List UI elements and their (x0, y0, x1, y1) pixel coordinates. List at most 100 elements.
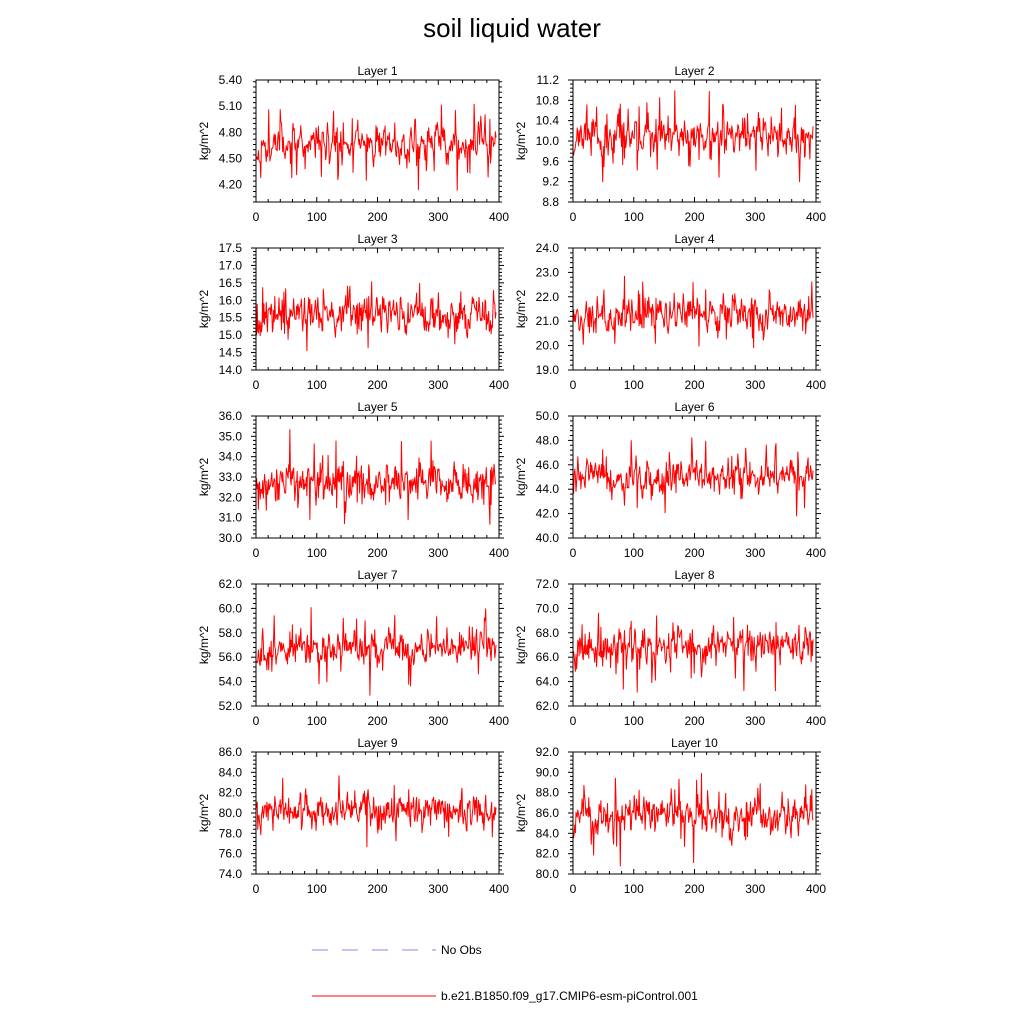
y-tick-label: 16.5 (219, 276, 243, 290)
panel-title: Layer 4 (674, 232, 714, 246)
series-line (256, 429, 497, 525)
y-tick-label: 88.0 (536, 786, 560, 800)
y-axis-label: kg/m^2 (197, 122, 211, 161)
y-tick-label: 10.8 (536, 93, 560, 107)
x-tick-label: 300 (745, 210, 765, 224)
x-tick-label: 300 (428, 210, 448, 224)
y-tick-label: 33.0 (219, 470, 243, 484)
y-tick-label: 20.0 (536, 339, 560, 353)
x-tick-label: 400 (806, 546, 826, 560)
x-tick-label: 400 (806, 210, 826, 224)
x-tick-label: 0 (570, 378, 577, 392)
panel-title: Layer 9 (357, 736, 397, 750)
y-tick-label: 31.0 (219, 511, 243, 525)
y-tick-label: 74.0 (219, 867, 243, 881)
chart-panel-5: Layer 5 kg/m^2 0 100 200 300 400 30.0 31.0 32.0 33… (197, 400, 509, 560)
y-tick-label: 56.0 (219, 650, 243, 664)
x-tick-label: 0 (253, 210, 260, 224)
y-tick-label: 36.0 (219, 409, 243, 423)
y-tick-label: 92.0 (536, 745, 560, 759)
y-tick-label: 84.0 (219, 765, 243, 779)
series-line (573, 612, 814, 693)
y-tick-label: 80.0 (219, 806, 243, 820)
y-tick-label: 23.0 (536, 265, 560, 279)
x-tick-label: 400 (489, 882, 509, 896)
y-axis-label: kg/m^2 (514, 458, 528, 497)
y-tick-label: 17.0 (219, 258, 243, 272)
y-axis-label: kg/m^2 (197, 290, 211, 329)
chart-panel-7: Layer 7 kg/m^2 0 100 200 300 400 52.0 54.0 56.0 58… (197, 568, 509, 728)
y-tick-label: 5.10 (219, 99, 243, 113)
y-tick-label: 60.0 (219, 601, 243, 615)
x-tick-label: 300 (428, 546, 448, 560)
y-axis-label: kg/m^2 (197, 458, 211, 497)
x-tick-label: 100 (307, 882, 327, 896)
panel-title: Layer 2 (674, 64, 714, 78)
y-tick-label: 30.0 (219, 531, 243, 545)
y-tick-label: 86.0 (536, 806, 560, 820)
series-line (256, 607, 497, 696)
panel-title: Layer 1 (357, 64, 397, 78)
y-tick-label: 5.40 (219, 73, 243, 87)
panel-title: Layer 10 (671, 736, 718, 750)
y-tick-label: 8.8 (542, 195, 559, 209)
x-tick-label: 200 (367, 882, 387, 896)
x-tick-label: 0 (253, 714, 260, 728)
series-line (573, 773, 814, 867)
y-tick-label: 17.5 (219, 241, 243, 255)
chart-panel-6: Layer 6 kg/m^2 0 100 200 300 400 40.0 42.0 44.0 46… (514, 400, 826, 560)
x-tick-label: 200 (367, 714, 387, 728)
panel-title: Layer 7 (357, 568, 397, 582)
y-tick-label: 64.0 (536, 675, 560, 689)
x-tick-label: 0 (253, 882, 260, 896)
y-tick-label: 4.50 (219, 151, 243, 165)
y-tick-label: 86.0 (219, 745, 243, 759)
x-tick-label: 0 (253, 546, 260, 560)
y-tick-label: 70.0 (536, 601, 560, 615)
x-tick-label: 300 (745, 882, 765, 896)
x-tick-label: 300 (428, 882, 448, 896)
y-axis-label: kg/m^2 (197, 626, 211, 665)
legend-label-no-obs: No Obs (441, 943, 482, 957)
series-line (573, 90, 814, 183)
x-tick-label: 300 (745, 546, 765, 560)
y-tick-label: 78.0 (219, 826, 243, 840)
x-tick-label: 200 (684, 546, 704, 560)
y-tick-label: 22.0 (536, 290, 560, 304)
plot-frame (572, 583, 817, 707)
y-tick-label: 82.0 (536, 847, 560, 861)
x-tick-label: 300 (428, 714, 448, 728)
chart-panel-1: Layer 1 kg/m^2 0 100 200 300 400 4.20 4.50 4.80 5.… (197, 64, 509, 224)
panel-title: Layer 5 (357, 400, 397, 414)
y-tick-label: 68.0 (536, 626, 560, 640)
y-tick-label: 19.0 (536, 363, 560, 377)
x-tick-label: 100 (624, 546, 644, 560)
x-tick-label: 0 (570, 882, 577, 896)
x-tick-label: 100 (307, 210, 327, 224)
series-line (573, 437, 814, 517)
x-tick-label: 0 (570, 714, 577, 728)
x-tick-label: 400 (489, 378, 509, 392)
y-tick-label: 15.5 (219, 311, 243, 325)
y-axis-label: kg/m^2 (514, 626, 528, 665)
chart-panel-9: Layer 9 kg/m^2 0 100 200 300 400 74.0 76.0 78.0 80… (197, 736, 509, 896)
x-tick-label: 300 (745, 378, 765, 392)
y-tick-label: 90.0 (536, 765, 560, 779)
x-tick-label: 200 (367, 378, 387, 392)
x-tick-label: 400 (806, 714, 826, 728)
y-tick-label: 46.0 (536, 458, 560, 472)
x-tick-label: 200 (367, 546, 387, 560)
page-title: soil liquid water (423, 13, 601, 43)
y-tick-label: 11.2 (537, 73, 560, 87)
y-tick-label: 52.0 (219, 699, 243, 713)
x-tick-label: 200 (684, 882, 704, 896)
y-tick-label: 15.0 (219, 328, 243, 342)
x-tick-label: 100 (624, 882, 644, 896)
y-tick-label: 54.0 (219, 675, 243, 689)
x-tick-label: 400 (489, 210, 509, 224)
chart-panel-2: Layer 2 kg/m^2 0 100 200 300 400 8.8 9.2 9.6 10.0 1… (514, 64, 826, 224)
x-tick-label: 300 (428, 378, 448, 392)
panel-title: Layer 3 (357, 232, 397, 246)
x-tick-label: 400 (806, 882, 826, 896)
